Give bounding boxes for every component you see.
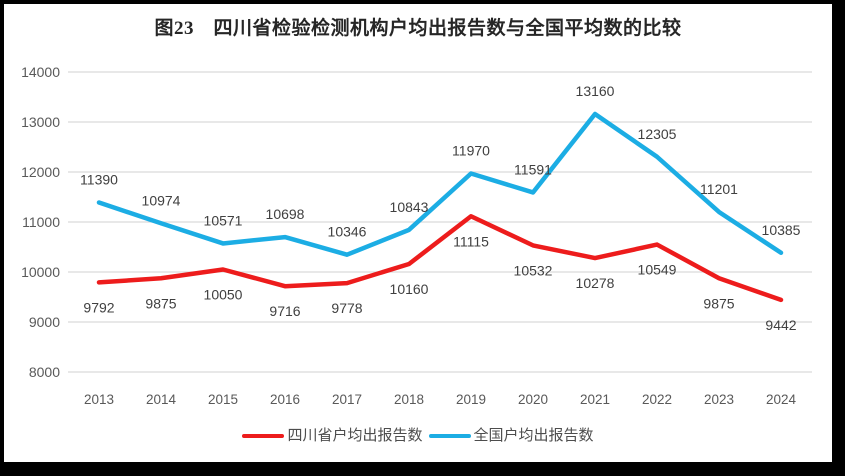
data-label: 9716	[269, 303, 300, 319]
x-tick-label: 2013	[84, 392, 114, 407]
data-label: 11591	[514, 161, 552, 177]
x-tick-label: 2022	[642, 392, 672, 407]
legend-label: 四川省户均出报告数	[287, 427, 423, 444]
legend-swatch	[242, 433, 285, 438]
x-tick-label: 2014	[146, 392, 177, 407]
legend-swatch	[428, 433, 471, 438]
y-tick-label: 12000	[21, 164, 60, 180]
data-label: 9875	[703, 295, 734, 311]
y-tick-label: 13000	[21, 114, 60, 130]
legend-item: 四川省户均出报告数	[242, 427, 423, 444]
chart-canvas: 图23 四川省检验检测机构户均出报告数与全国平均数的比较 8000 9000 100…	[4, 4, 832, 462]
y-tick-label: 11000	[22, 214, 60, 230]
x-tick-label: 2019	[456, 392, 486, 407]
data-label: 11390	[80, 172, 118, 188]
line-chart: 8000 9000 10000 11000 12000 13000 14000 2013 201…	[21, 64, 812, 407]
data-label: 10549	[638, 262, 677, 278]
data-label: 10532	[514, 262, 553, 278]
y-tick-label: 14000	[21, 64, 60, 80]
data-label: 10698	[266, 206, 305, 222]
data-label: 10385	[762, 222, 801, 238]
data-label: 11115	[453, 233, 489, 249]
data-label: 10160	[390, 281, 429, 297]
legend: 四川省户均出报告数 全国户均出报告数	[4, 428, 832, 443]
data-label: 11970	[452, 143, 490, 159]
data-label: 10278	[576, 275, 615, 291]
x-tick-label: 2017	[332, 392, 362, 407]
y-tick-label: 8000	[29, 364, 60, 380]
data-label: 9778	[331, 300, 362, 316]
data-label: 10843	[390, 199, 429, 215]
x-tick-label: 2018	[394, 392, 424, 407]
data-label: 9442	[765, 317, 796, 333]
data-label: 11201	[700, 181, 738, 197]
data-label: 10974	[142, 192, 181, 208]
y-tick-label: 9000	[29, 314, 60, 330]
data-label: 10346	[328, 224, 367, 240]
x-tick-label: 2020	[518, 392, 548, 407]
data-label: 13160	[576, 83, 615, 99]
x-tick-label: 2024	[766, 392, 797, 407]
y-tick-label: 10000	[21, 264, 60, 280]
x-tick-label: 2023	[704, 392, 734, 407]
x-tick-label: 2015	[208, 392, 238, 407]
data-label: 10571	[204, 212, 243, 228]
data-label: 12305	[638, 126, 677, 142]
chart-title: 图23 四川省检验检测机构户均出报告数与全国平均数的比较	[154, 18, 682, 39]
series-line	[96, 214, 784, 303]
data-label: 9792	[83, 299, 114, 315]
series-line	[96, 111, 784, 257]
data-label: 9875	[145, 295, 176, 311]
x-tick-label: 2016	[270, 392, 300, 407]
data-label: 10050	[204, 287, 243, 303]
legend-label: 全国户均出报告数	[473, 427, 594, 444]
legend-item: 全国户均出报告数	[428, 427, 594, 444]
x-tick-label: 2021	[580, 392, 610, 407]
